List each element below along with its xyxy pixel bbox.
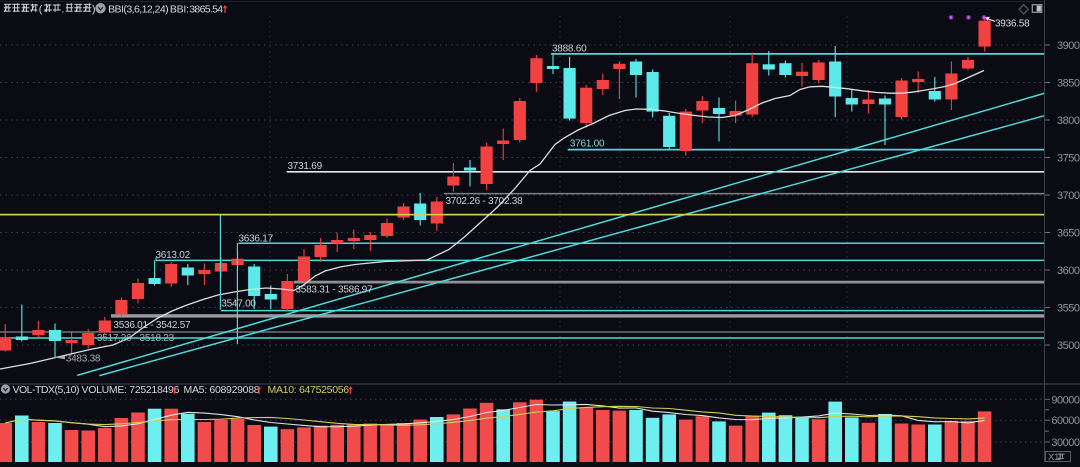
svg-text:MA5: 608929088: MA5: 608929088 [184,384,260,396]
svg-text:90000: 90000 [1051,394,1079,406]
svg-text:3702.26 - 3702.38: 3702.26 - 3702.38 [446,196,524,207]
svg-text:3888.60: 3888.60 [552,44,587,55]
svg-text:3850: 3850 [1057,78,1080,90]
svg-text:MA10: 647525056: MA10: 647525056 [268,384,350,396]
svg-text:3900: 3900 [1057,40,1080,52]
svg-text:(: ( [39,3,43,15]
svg-text:VOL-TDX(5,10): VOL-TDX(5,10) [13,384,79,396]
svg-text:3761.00: 3761.00 [570,138,605,149]
svg-text:3731.69: 3731.69 [288,161,323,172]
svg-text:3650: 3650 [1057,228,1080,240]
svg-text:.: . [62,3,65,15]
svg-text:60000: 60000 [1051,415,1079,427]
svg-text:30000: 30000 [1051,437,1079,449]
svg-text:3750: 3750 [1057,153,1080,165]
svg-text:3865.54: 3865.54 [189,3,223,15]
svg-text:BBI(3,6,12,24): BBI(3,6,12,24) [108,3,168,15]
svg-text:3483.38: 3483.38 [66,354,101,365]
svg-text:3500: 3500 [1057,340,1080,352]
svg-text:3583.31 - 3586.97: 3583.31 - 3586.97 [296,284,374,295]
svg-text:X1: X1 [1048,452,1059,462]
svg-text:3700: 3700 [1057,190,1080,202]
svg-text:3517.26 - 3518.23: 3517.26 - 3518.23 [97,333,175,344]
svg-text:): ) [92,3,95,15]
svg-text:3547.00: 3547.00 [221,298,256,309]
svg-text:3800: 3800 [1057,115,1080,127]
svg-text:BBI:: BBI: [170,3,189,15]
svg-text:3636.17: 3636.17 [239,234,274,245]
svg-text:VOLUME: 725218496: VOLUME: 725218496 [82,384,180,396]
svg-text:3613.02: 3613.02 [156,250,191,261]
svg-text:3600: 3600 [1057,265,1080,277]
svg-text:3550: 3550 [1057,303,1080,315]
svg-text:3936.58: 3936.58 [995,19,1030,30]
svg-text:3536.01 - 3542.57: 3536.01 - 3542.57 [113,320,191,331]
